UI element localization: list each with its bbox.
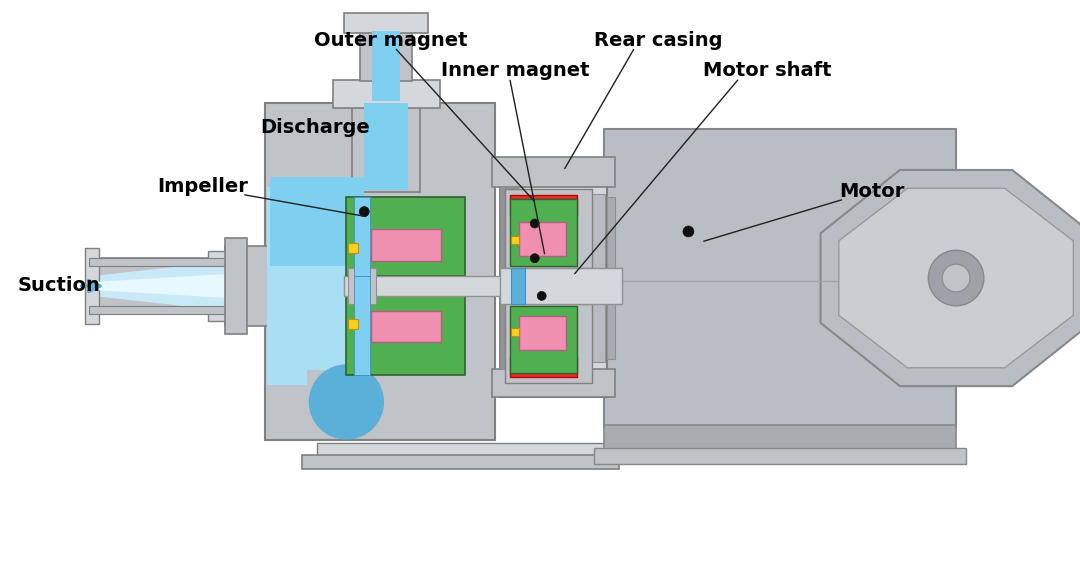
Circle shape — [309, 365, 384, 440]
Bar — [492, 369, 615, 397]
Bar — [565, 215, 609, 355]
Text: Outer magnet: Outer magnet — [314, 31, 468, 50]
Bar — [84, 248, 98, 324]
Bar — [373, 31, 400, 101]
Bar — [354, 276, 370, 375]
Bar — [518, 316, 567, 350]
Bar — [510, 306, 578, 373]
Polygon shape — [839, 188, 1074, 368]
Polygon shape — [821, 170, 1080, 386]
Bar — [500, 159, 607, 397]
Bar — [345, 14, 428, 33]
Bar — [316, 443, 604, 457]
Bar — [372, 311, 441, 342]
Bar — [525, 199, 540, 357]
Text: Motor shaft: Motor shaft — [703, 61, 832, 80]
Bar — [361, 31, 411, 81]
Text: Motor: Motor — [839, 182, 905, 201]
Bar — [500, 268, 622, 304]
Bar — [354, 197, 370, 276]
Bar — [265, 102, 495, 440]
Bar — [594, 448, 966, 465]
Bar — [500, 187, 518, 369]
Bar — [594, 209, 612, 348]
Bar — [505, 304, 592, 383]
Bar — [511, 328, 518, 336]
Circle shape — [929, 250, 984, 306]
Circle shape — [942, 264, 970, 292]
Bar — [89, 258, 226, 266]
Bar — [267, 187, 307, 385]
Bar — [349, 243, 359, 253]
Text: Impeller: Impeller — [158, 177, 248, 196]
Bar — [226, 246, 289, 325]
Bar — [352, 102, 420, 192]
Polygon shape — [93, 274, 226, 298]
Circle shape — [360, 207, 369, 217]
Bar — [347, 197, 465, 276]
Bar — [349, 268, 376, 304]
Bar — [345, 276, 508, 296]
Text: Rear casing: Rear casing — [594, 31, 723, 50]
Circle shape — [530, 254, 539, 263]
Circle shape — [530, 219, 539, 228]
Circle shape — [555, 313, 564, 322]
Bar — [510, 195, 578, 215]
Polygon shape — [93, 261, 226, 311]
Bar — [492, 157, 615, 187]
Polygon shape — [270, 177, 364, 266]
Bar — [510, 199, 578, 266]
Circle shape — [683, 226, 693, 237]
Bar — [511, 237, 518, 245]
Text: Discharge: Discharge — [260, 118, 369, 137]
Bar — [505, 189, 592, 268]
Bar — [519, 194, 605, 362]
Bar — [349, 319, 359, 329]
Bar — [607, 197, 615, 359]
Text: Inner magnet: Inner magnet — [441, 61, 590, 80]
Text: Suction: Suction — [17, 276, 100, 295]
Bar — [307, 201, 426, 370]
Bar — [301, 456, 619, 469]
Bar — [511, 268, 525, 304]
Bar — [333, 80, 440, 108]
Bar — [565, 222, 603, 348]
Bar — [604, 424, 956, 449]
Bar — [207, 251, 229, 321]
Bar — [510, 357, 578, 377]
Bar — [364, 102, 408, 190]
Bar — [226, 238, 247, 333]
Bar — [372, 229, 441, 261]
Circle shape — [537, 291, 546, 301]
Bar — [89, 306, 226, 314]
Bar — [89, 258, 228, 314]
Bar — [604, 130, 956, 427]
Bar — [518, 221, 567, 256]
Bar — [347, 296, 465, 375]
